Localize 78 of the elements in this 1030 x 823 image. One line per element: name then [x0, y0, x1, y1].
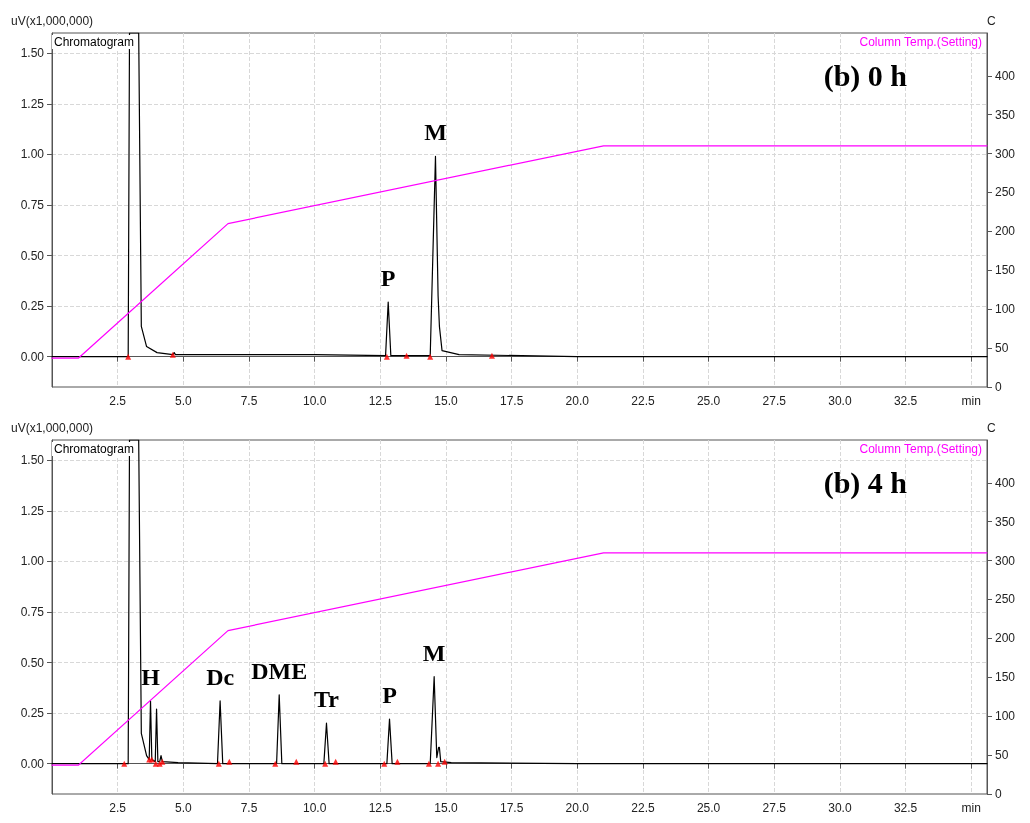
x-tick-label: 17.5: [499, 394, 524, 408]
x-tick-label: 15.0: [434, 801, 458, 815]
x-tick-label: 30.0: [828, 394, 852, 408]
x-tick-label: 32.5: [893, 801, 918, 815]
annotation: M: [424, 119, 447, 146]
x-tick-label: 7.5: [240, 801, 258, 815]
series-label: Chromatogram: [54, 35, 135, 49]
y2-axis-title: C: [987, 14, 996, 28]
x-tick-label: 2.5: [109, 801, 127, 815]
y2-tick-label: 300: [995, 146, 1016, 161]
y2-tick-label: 50: [995, 748, 1009, 763]
y-tick-label: 0.50: [20, 655, 45, 670]
y2-tick-label: 100: [995, 709, 1016, 724]
y2-tick-label: 350: [995, 514, 1016, 529]
x-tick-label: 2.5: [109, 394, 127, 408]
x-tick-label: 15.0: [434, 394, 458, 408]
annotation: Dc: [206, 663, 235, 690]
x-tick-label: 25.0: [696, 801, 721, 815]
y-tick-label: 1.25: [20, 503, 45, 518]
x-tick-label: 27.5: [762, 394, 787, 408]
text: Column Temp.(Setting): [859, 442, 982, 456]
text: Column Temp.(Setting): [859, 35, 982, 49]
y2-tick-label: 50: [995, 341, 1009, 356]
annotation: DME: [251, 657, 308, 684]
y2-tick-label: 0: [995, 787, 1002, 801]
x-tick-label: 12.5: [368, 394, 393, 408]
y2-tick-label: 350: [995, 107, 1016, 122]
y2-tick-label: 250: [995, 592, 1016, 607]
y2-tick-label: 0: [995, 380, 1002, 394]
y-tick-label: 0.75: [20, 197, 45, 212]
y-tick-label: 1.25: [20, 96, 45, 111]
y2-tick-label: 100: [995, 302, 1016, 317]
x-tick-label: 10.0: [302, 801, 327, 815]
y2-tick-label: 300: [995, 553, 1016, 568]
y2-axis-title: C: [987, 421, 996, 435]
annotation: P: [382, 682, 397, 709]
series-label: Chromatogram: [54, 442, 135, 456]
y-tick-label: 0.00: [20, 349, 45, 364]
x-tick-label: 5.0: [175, 801, 193, 815]
annotation: (b) 4 h: [823, 465, 908, 500]
y-tick-label: 1.50: [20, 453, 45, 468]
x-tick-label: 10.0: [302, 394, 327, 408]
annotation: H: [141, 663, 161, 690]
x-tick-label: min: [961, 801, 981, 815]
y2-tick-label: 250: [995, 185, 1016, 200]
y-tick-label: 0.25: [20, 706, 45, 721]
x-tick-label: 22.5: [631, 394, 655, 408]
y-tick-label: 0.25: [20, 299, 45, 314]
y-axis-title: uV(x1,000,000): [11, 421, 94, 435]
x-tick-label: 7.5: [240, 394, 258, 408]
y-tick-label: 1.00: [20, 554, 45, 569]
x-tick-label: 5.0: [175, 394, 193, 408]
x-tick-label: 27.5: [762, 801, 787, 815]
y-tick-label: 0.50: [20, 248, 45, 263]
y-tick-label: 0.00: [20, 756, 45, 771]
x-tick-label: 20.0: [565, 394, 590, 408]
y2-tick-label: 150: [995, 670, 1016, 685]
annotation: P: [380, 265, 396, 292]
y2-tick-label: 400: [995, 68, 1016, 83]
y2-tick-label: 150: [995, 263, 1016, 278]
y2-tick-label: 200: [995, 224, 1016, 239]
y-axis-title: uV(x1,000,000): [11, 14, 94, 28]
y-tick-label: 0.75: [20, 604, 45, 619]
y-tick-label: 1.50: [20, 46, 45, 61]
annotation: M: [422, 639, 446, 666]
x-tick-label: min: [961, 394, 981, 408]
x-tick-label: 30.0: [828, 801, 852, 815]
x-tick-label: 17.5: [499, 801, 524, 815]
y2-tick-label: 200: [995, 631, 1016, 646]
x-tick-label: 25.0: [696, 394, 721, 408]
annotation: Tr: [314, 686, 340, 713]
y2-tick-label: 400: [995, 475, 1016, 490]
x-tick-label: 20.0: [565, 801, 590, 815]
x-tick-label: 22.5: [631, 801, 655, 815]
y-tick-label: 1.00: [20, 147, 45, 162]
x-tick-label: 32.5: [893, 394, 918, 408]
x-tick-label: 12.5: [368, 801, 393, 815]
annotation: (b) 0 h: [823, 58, 908, 93]
